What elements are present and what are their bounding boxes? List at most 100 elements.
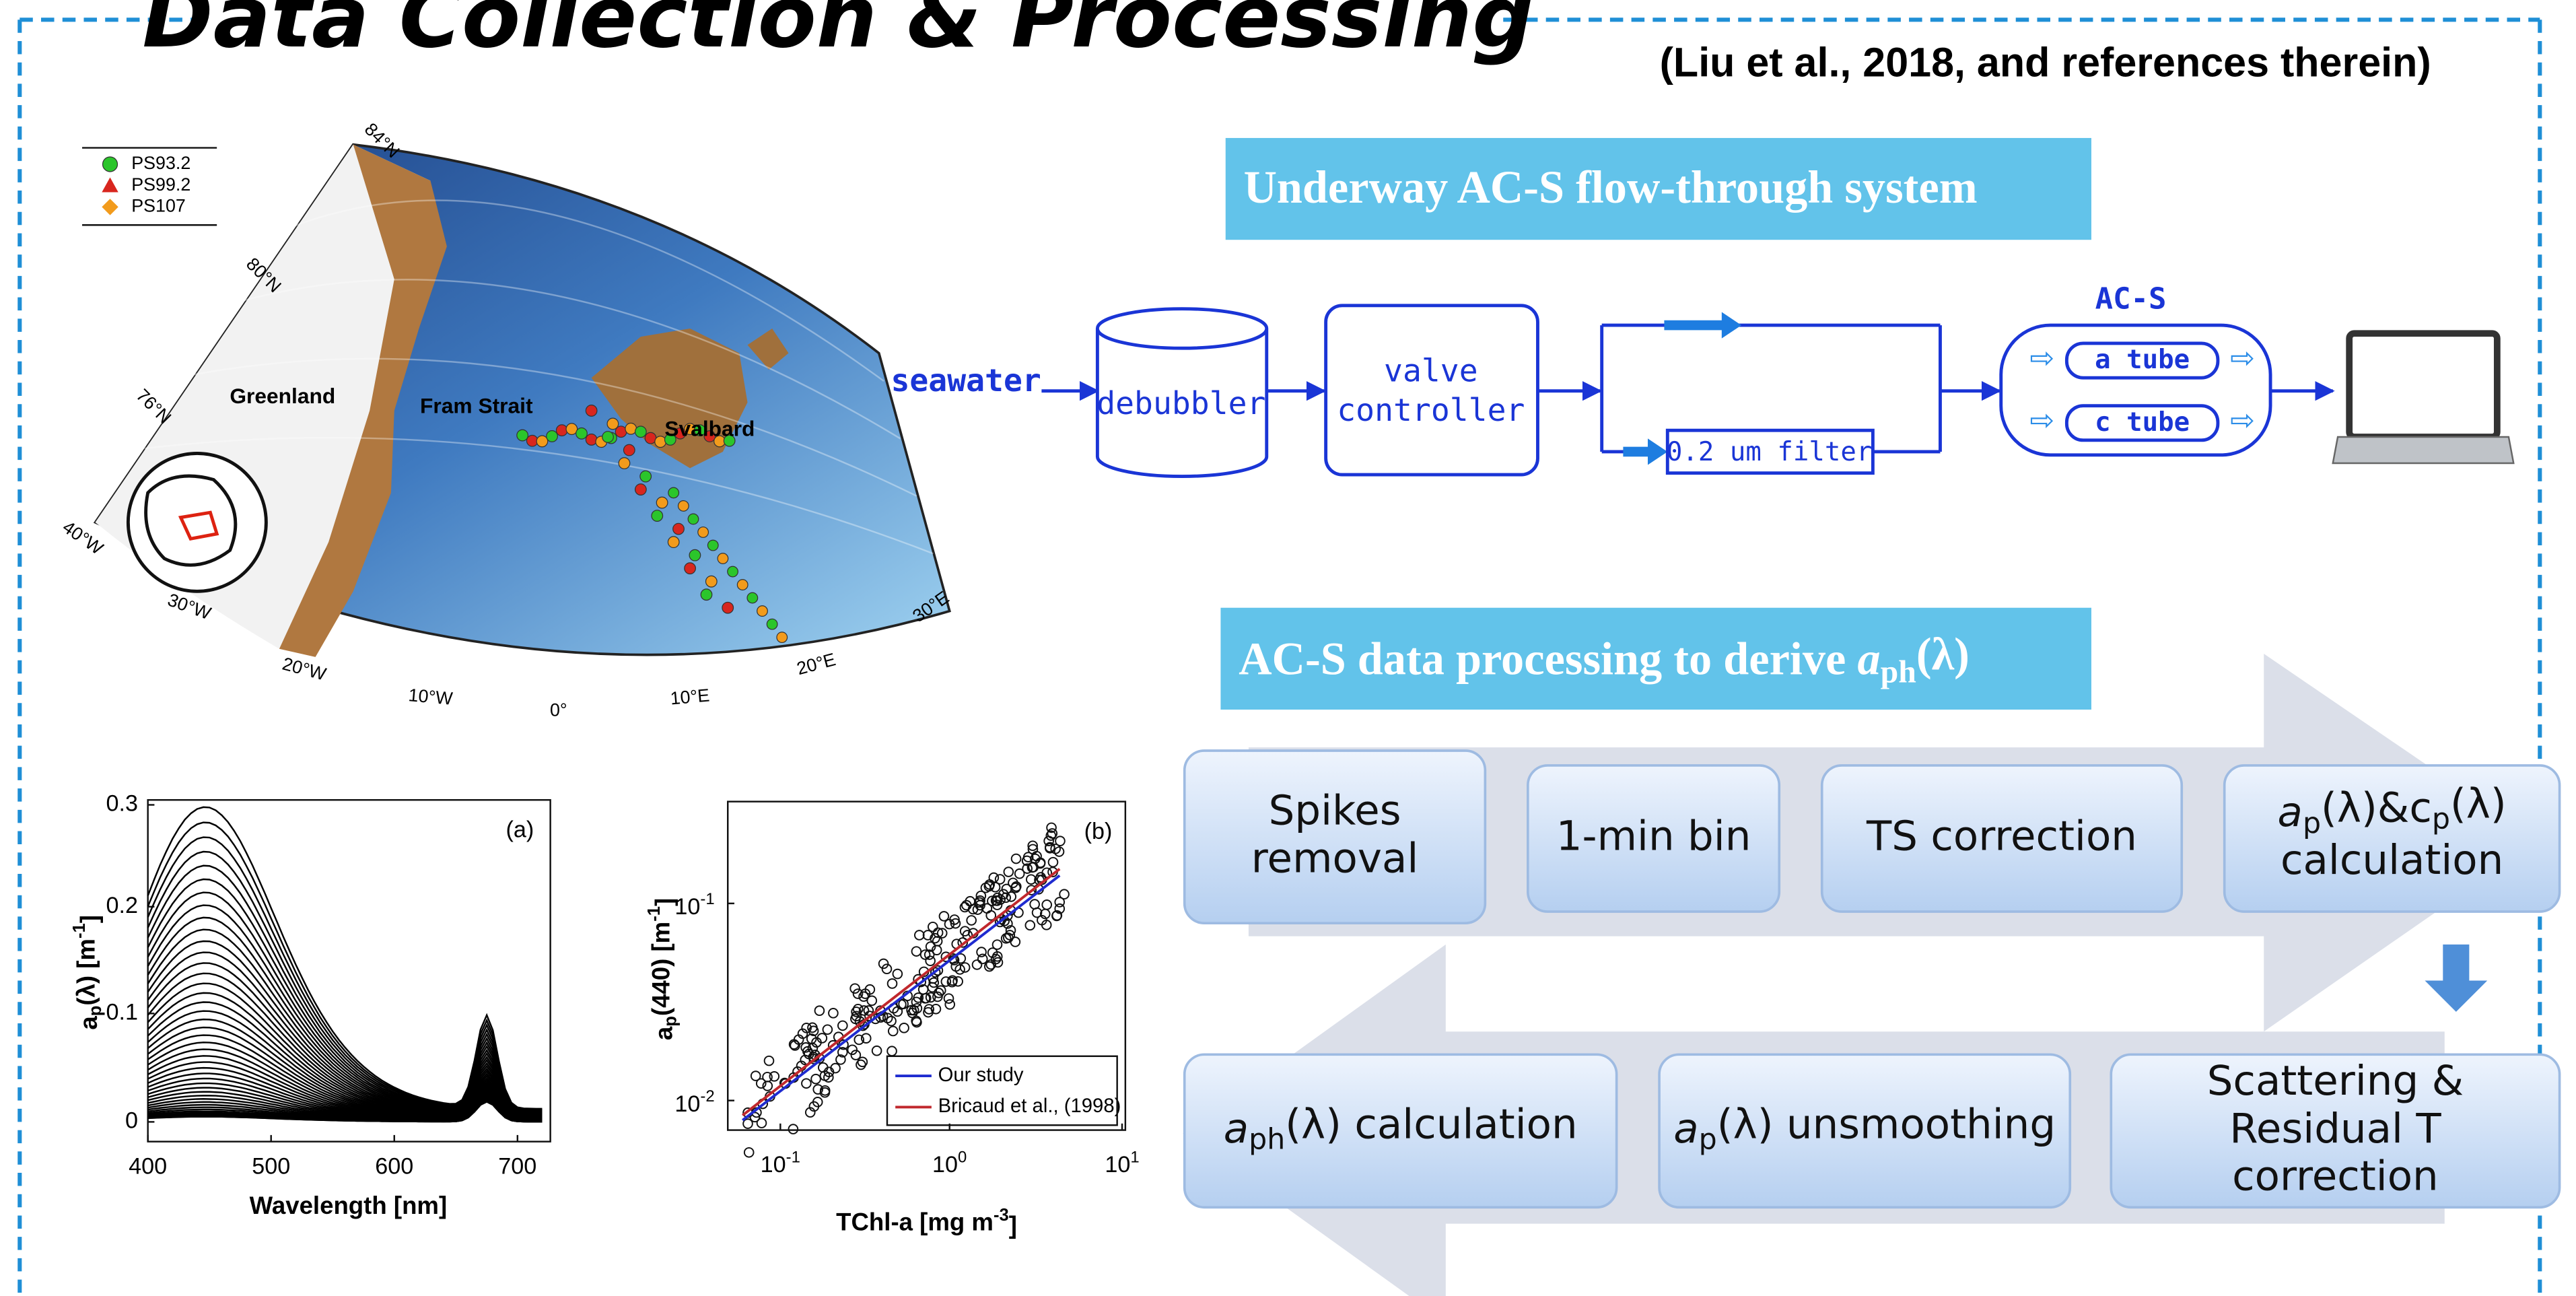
- map-station: [747, 592, 758, 603]
- instrument-label: AC-S: [2095, 281, 2167, 316]
- text-part: ph: [1881, 654, 1916, 689]
- y-tick-label: 0.2: [106, 893, 138, 918]
- scatter-illustration: [815, 1006, 825, 1015]
- scatter-illustration: [926, 956, 935, 965]
- legend-label: PS107: [131, 196, 186, 216]
- tick-base: 10: [761, 1152, 786, 1178]
- scatter-illustration: [899, 1023, 909, 1033]
- map-station: [698, 527, 709, 538]
- scatter-illustration: [889, 1027, 898, 1036]
- text-part: correction: [2232, 1152, 2439, 1200]
- tick-base: 10: [1105, 1152, 1130, 1178]
- text-part: a: [75, 1016, 102, 1030]
- x-axis-label: TChl-a [mg m-3]: [836, 1206, 1017, 1239]
- scatter-illustration: [945, 1000, 954, 1009]
- text-part: p: [2432, 802, 2450, 835]
- scatter-illustration: [763, 1072, 772, 1082]
- map-station: [536, 436, 548, 447]
- scatter-illustration: [744, 1148, 754, 1157]
- scatter-illustration: [872, 1046, 882, 1056]
- map-station: [635, 484, 647, 496]
- map-station: [602, 432, 614, 443]
- map-station: [706, 576, 718, 587]
- map-graticule-label: 10°W: [407, 685, 454, 709]
- filter-label: 0.2 um filter: [1667, 437, 1873, 467]
- legend-label: Bricaud et al., (1998): [938, 1095, 1121, 1117]
- map-station: [640, 471, 652, 482]
- scatter-illustration: [887, 1046, 897, 1056]
- map-station: [623, 444, 635, 456]
- tube-arrow: ⇨: [2230, 341, 2255, 375]
- scatter-illustration: [973, 960, 982, 969]
- text-part: a: [650, 1026, 677, 1040]
- text-part: TChl-a [mg m: [836, 1208, 994, 1235]
- map-station: [689, 549, 701, 561]
- process-step-label: ap(λ) unsmoothing: [1673, 1100, 2056, 1156]
- x-tick-label: 100: [932, 1149, 967, 1178]
- y-axis-label: ap(λ) [m-1]: [70, 915, 105, 1030]
- x-tick-label: 101: [1105, 1149, 1139, 1178]
- scatter-illustration: [743, 1119, 753, 1128]
- map-station: [668, 537, 679, 548]
- debubbler-label: debubbler: [1096, 385, 1265, 421]
- x-axis-label: Wavelength [nm]: [250, 1192, 447, 1219]
- laptop-screen: [2349, 333, 2497, 437]
- scatter-illustration: [928, 922, 938, 932]
- tick-base: 10: [674, 894, 700, 920]
- process-step-label: Residual T: [2229, 1104, 2441, 1152]
- scatter-illustration: [882, 964, 892, 974]
- y-tick-label: 10-2: [674, 1087, 714, 1117]
- map-station: [652, 510, 663, 522]
- map-graticule-label: 10°E: [669, 685, 710, 709]
- thick-arrow: [1623, 438, 1667, 465]
- map-station: [777, 632, 788, 643]
- banner-title: Underway AC-S flow-through system: [1244, 162, 1978, 213]
- map-station: [701, 589, 712, 601]
- text-part: p: [86, 1006, 105, 1017]
- process-step-label: Scattering &: [2207, 1057, 2464, 1105]
- x-tick-label: 600: [375, 1154, 413, 1180]
- scatter-illustration: [765, 1056, 774, 1066]
- map-station: [576, 428, 588, 440]
- map-place: Fram Strait: [420, 393, 533, 417]
- process-step-label: Spikes: [1269, 786, 1401, 834]
- y-tick-label: 10-1: [674, 891, 714, 920]
- text-part: a: [1857, 633, 1880, 684]
- process-step-label: TS correction: [1866, 812, 2137, 860]
- map-station: [517, 430, 528, 441]
- text-part: (λ)&c: [2321, 784, 2432, 831]
- map-station: [757, 606, 768, 617]
- flow-input: seawater: [891, 362, 1041, 399]
- map-inset: [128, 453, 266, 591]
- map-station: [619, 458, 630, 469]
- text-part: ph: [1249, 1122, 1285, 1156]
- poster: Data Collection & Processing(Liu et al.,…: [0, 0, 2576, 1296]
- citation: (Liu et al., 2018, and references therei…: [1660, 40, 2431, 86]
- text-part: a: [1673, 1104, 1698, 1152]
- panel-label: (b): [1084, 819, 1113, 844]
- map-station: [767, 619, 777, 629]
- valve-label: controller: [1337, 392, 1525, 428]
- process-step-label: correction: [2232, 1152, 2439, 1200]
- map-station: [625, 423, 637, 434]
- scatter-illustration: [993, 940, 1002, 949]
- scatter-illustration: [850, 984, 860, 993]
- scatter-illustration: [811, 1075, 821, 1084]
- map-place: Svalbard: [664, 417, 755, 441]
- scatter-illustration: [867, 996, 876, 1005]
- tube-arrow: ⇨: [2230, 403, 2255, 438]
- text-part: calculation: [2281, 835, 2503, 883]
- text-part: -1: [645, 906, 664, 922]
- text-part: Scattering &: [2207, 1057, 2464, 1105]
- text-part: -3: [994, 1206, 1009, 1225]
- map-station: [547, 431, 558, 442]
- text-part: ]: [1009, 1211, 1017, 1239]
- scatter-illustration: [1015, 869, 1024, 879]
- tick-base: 10: [932, 1152, 958, 1178]
- text-part: p: [2303, 807, 2321, 840]
- valve-label: valve: [1384, 352, 1478, 388]
- text-part: (λ) calculation: [1285, 1100, 1577, 1148]
- scatter-illustration: [823, 1025, 833, 1034]
- scatter-illustration: [1055, 836, 1065, 846]
- map-station: [607, 418, 619, 430]
